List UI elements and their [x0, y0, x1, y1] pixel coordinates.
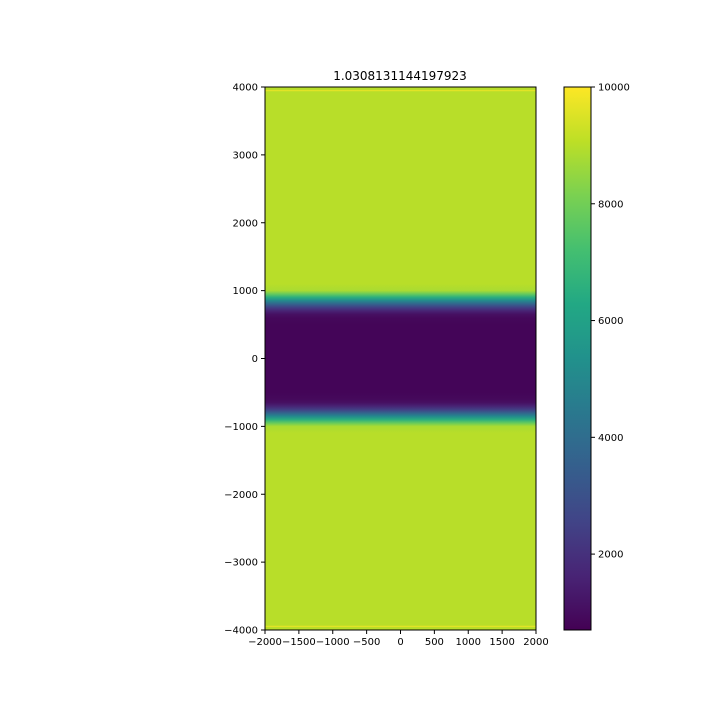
colorbar-tick-label: 10000	[598, 83, 630, 94]
x-tick-label: −1000	[316, 637, 350, 648]
y-tick-label: −3000	[224, 558, 258, 569]
x-tick-label: 1000	[456, 637, 481, 648]
y-tick-label: 0	[252, 354, 258, 365]
colorbar-tick-label: 6000	[598, 316, 623, 327]
x-tick-label: 1500	[489, 637, 514, 648]
colorbar-tick-label: 4000	[598, 433, 623, 444]
y-axis: −4000 −3000 −2000 −1000 0 1000 2000 3000 4000	[224, 83, 265, 637]
x-axis: −2000 −1500 −1000 −500 0 500 1000 1500 2000	[248, 630, 549, 648]
colorbar-strip	[564, 87, 591, 630]
x-tick-label: 500	[425, 637, 444, 648]
y-tick-label: 1000	[233, 286, 258, 297]
y-tick-label: 4000	[233, 83, 258, 94]
chart-title: 1.0308131144197923	[333, 69, 467, 83]
y-tick-label: −2000	[224, 490, 258, 501]
x-tick-label: −2000	[248, 637, 282, 648]
x-tick-label: 0	[397, 637, 403, 648]
y-tick-label: 2000	[233, 218, 258, 229]
colorbar-frame	[563, 86, 592, 631]
x-tick-label: −500	[353, 637, 380, 648]
y-tick-label: 3000	[233, 150, 258, 161]
x-tick-label: −1500	[282, 637, 316, 648]
plot-area	[264, 86, 537, 631]
colorbar-tick-label: 2000	[598, 550, 623, 561]
colorbar: 2000 4000 6000 8000 10000	[563, 83, 630, 631]
y-tick-label: −1000	[224, 422, 258, 433]
colorbar-tick-label: 8000	[598, 199, 623, 210]
x-tick-label: 2000	[523, 637, 548, 648]
heatmap-field	[265, 87, 536, 630]
colorbar-axis: 2000 4000 6000 8000 10000	[591, 83, 630, 561]
y-tick-label: −4000	[224, 626, 258, 637]
